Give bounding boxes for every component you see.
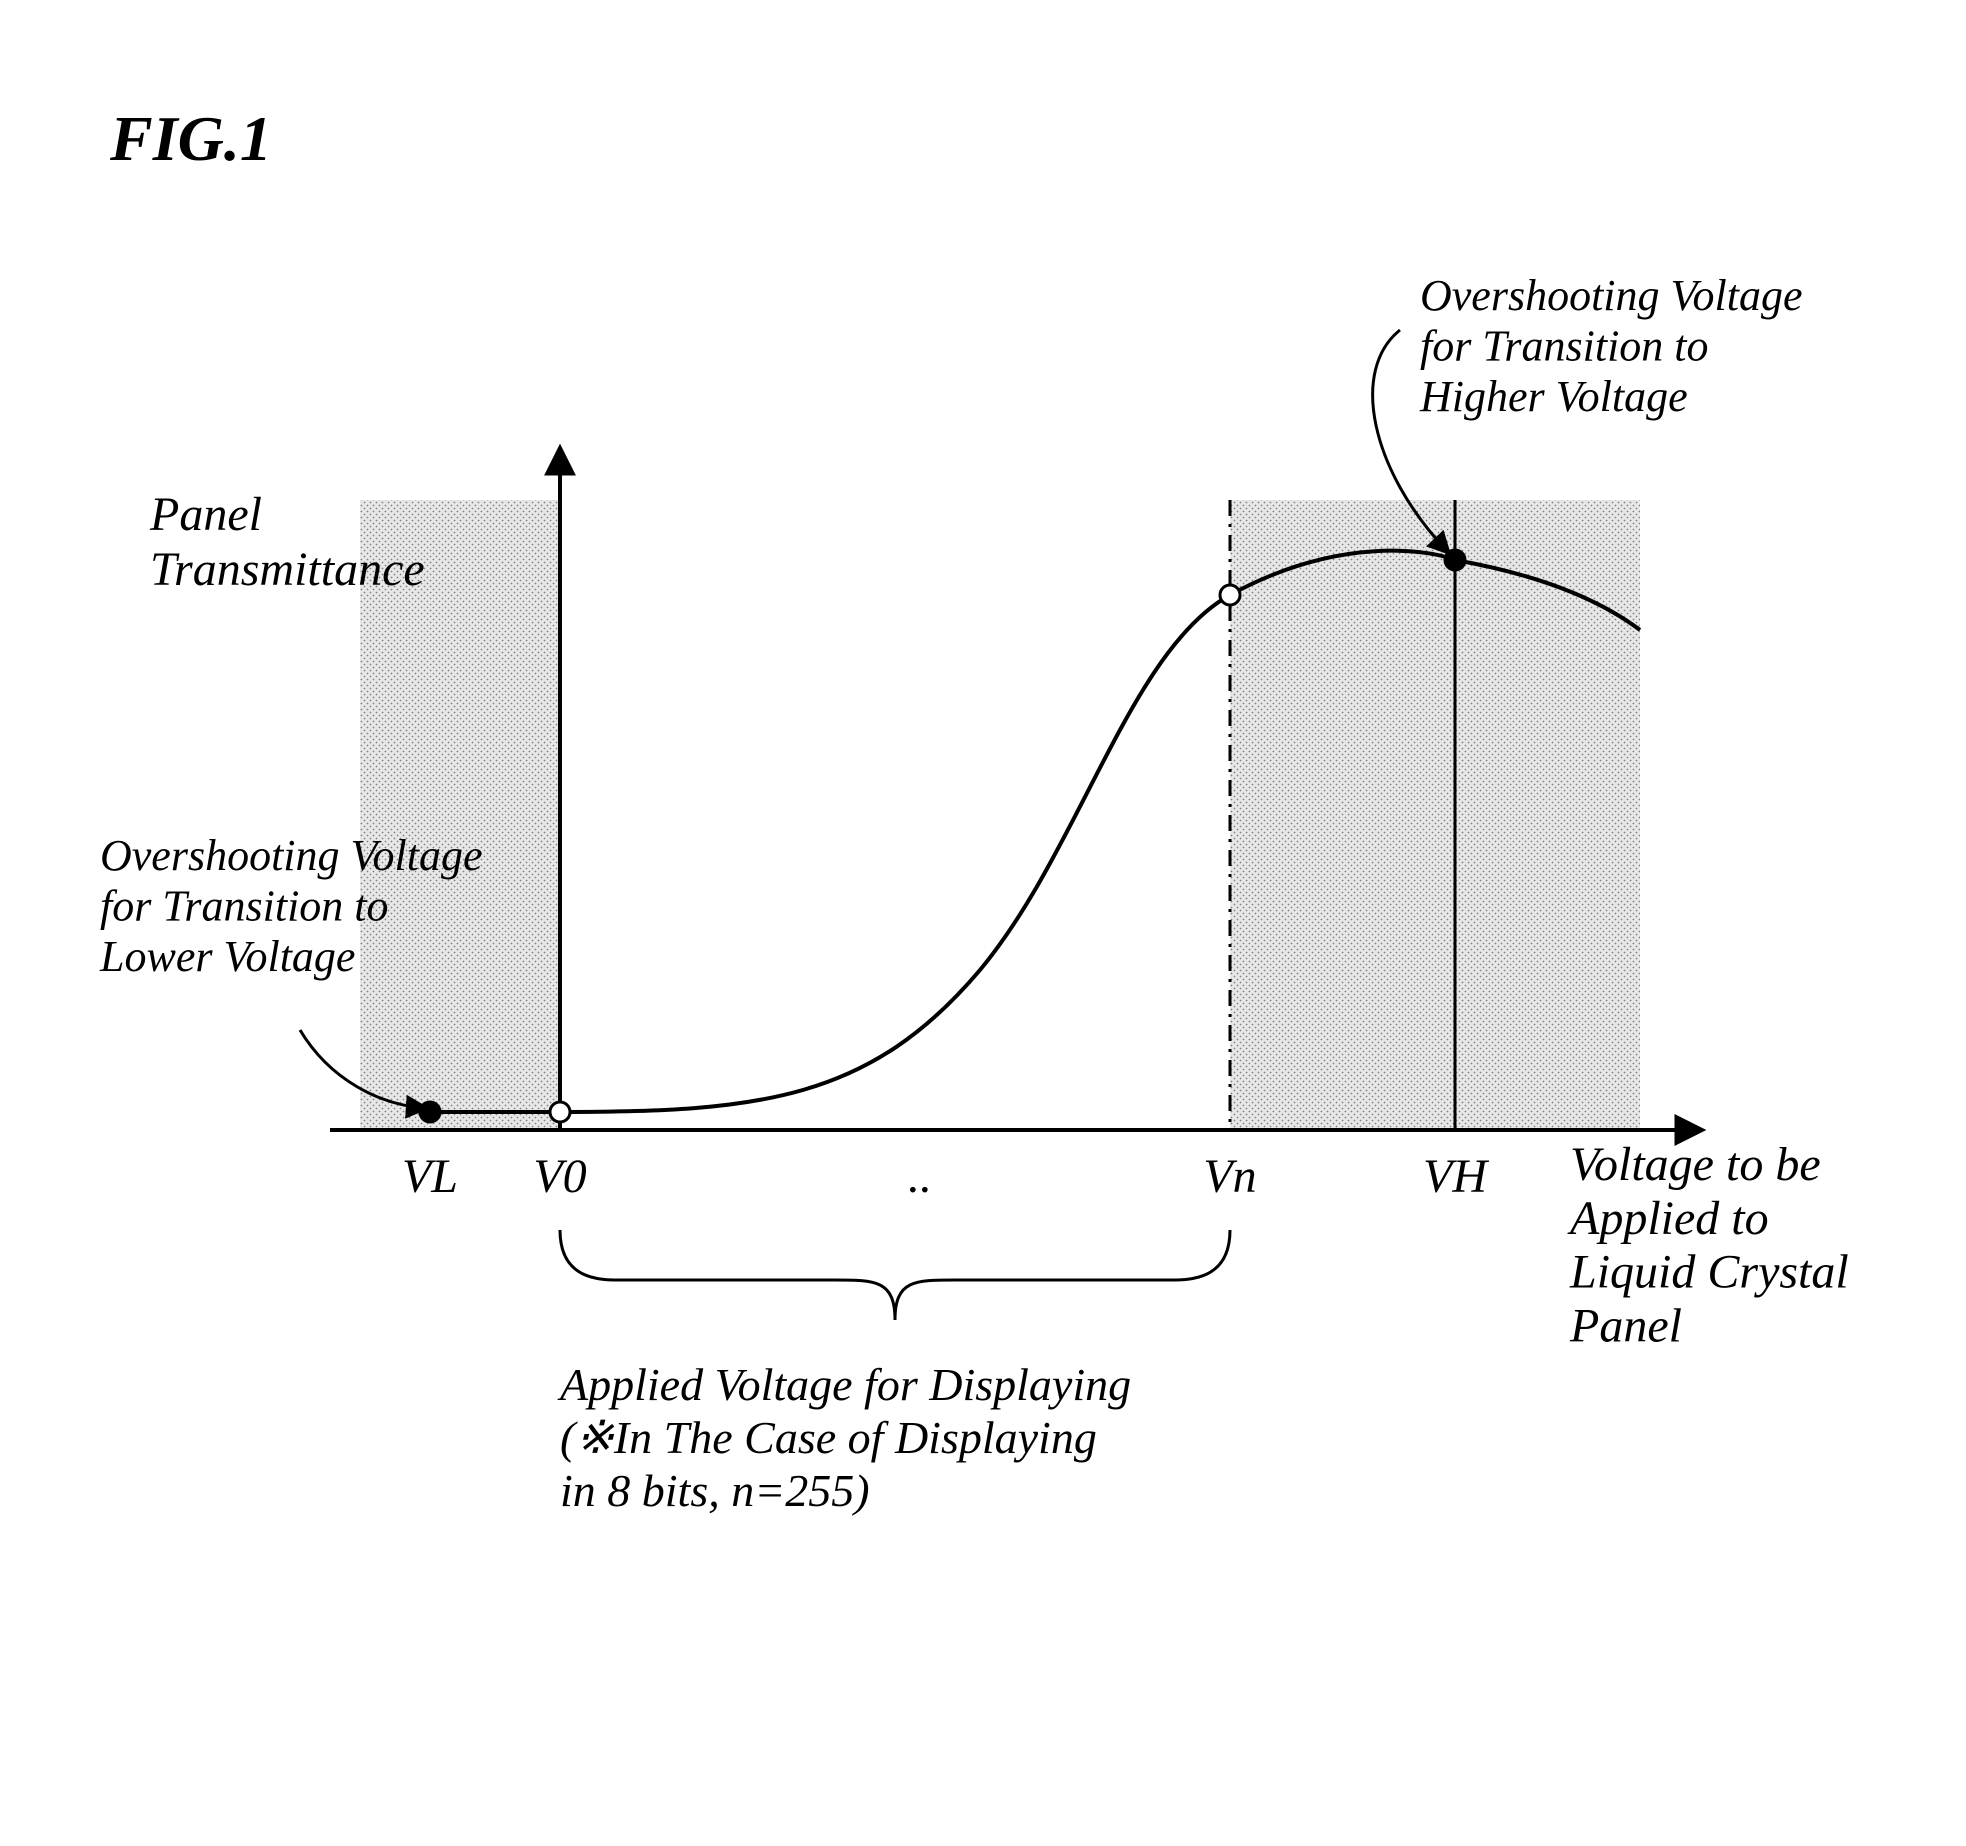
figure-title: FIG.1 bbox=[109, 103, 272, 174]
marker-3 bbox=[1445, 550, 1465, 570]
x-tick-dots: .. bbox=[908, 1150, 932, 1203]
figure-svg: FIG.1PanelTransmittanceVoltage to beAppl… bbox=[0, 0, 1966, 1846]
x-tick-VL: VL bbox=[402, 1150, 458, 1203]
marker-0 bbox=[420, 1102, 440, 1122]
x-tick-Vn: Vn bbox=[1203, 1150, 1256, 1203]
x-tick-VH: VH bbox=[1423, 1150, 1489, 1203]
marker-2 bbox=[1220, 585, 1240, 605]
x-tick-V0: V0 bbox=[533, 1150, 586, 1203]
marker-1 bbox=[550, 1102, 570, 1122]
